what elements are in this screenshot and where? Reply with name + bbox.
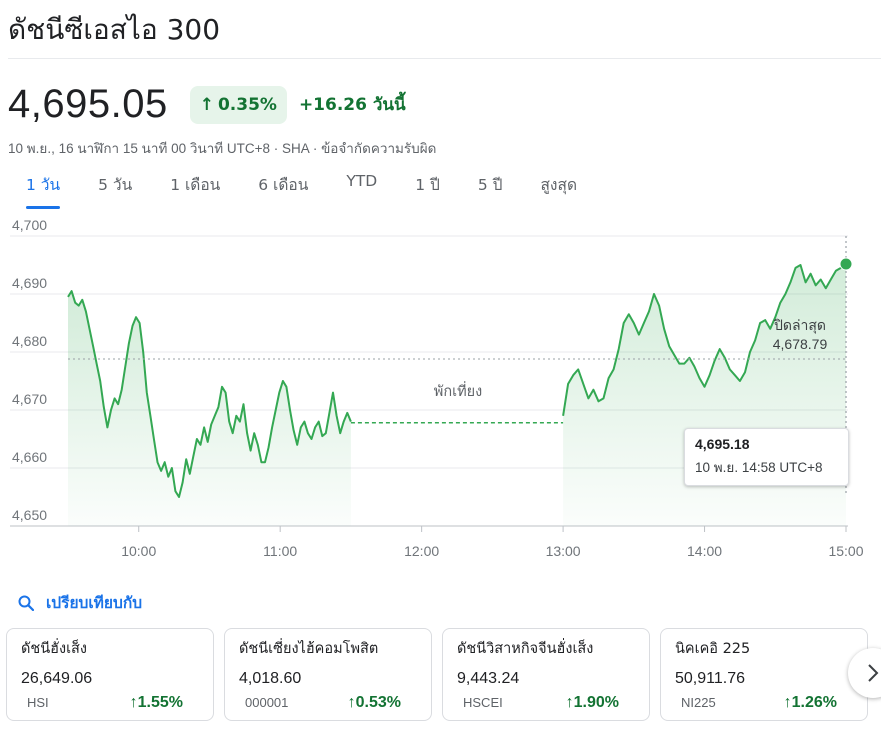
chevron-right-icon <box>868 664 879 682</box>
related-indices: ดัชนีฮั่งเส็ง 26,649.06 HSI ↑1.55% ดัชนี… <box>6 628 878 721</box>
index-value: 9,443.24 <box>457 670 520 687</box>
change-today: +16.26 วันนี้ <box>298 95 406 115</box>
x-tick-label: 15:00 <box>828 543 863 559</box>
x-tick-label: 12:00 <box>404 543 439 559</box>
morning-series-line <box>67 290 352 498</box>
index-value: 4,018.60 <box>239 670 302 687</box>
index-name: ดัชนีเซี่ยงไฮ้คอมโพสิต <box>239 641 379 657</box>
afternoon-series-line <box>562 263 847 416</box>
price-chart[interactable]: 4,650 4,660 4,670 4,680 4,690 4,700 10:00 11:00… <box>0 220 881 570</box>
current-price: 4,695.05 <box>8 82 168 126</box>
index-card[interactable]: ดัชนีวิสาหกิจจีนฮั่งเส็ง 9,443.24 HSCEI … <box>442 628 650 721</box>
x-tick-label: 13:00 <box>546 543 581 559</box>
page-title: ดัชนีซีเอสไอ 300 <box>8 13 221 46</box>
range-tabs: 1 วัน 5 วัน 1 เดือน 6 เดือน YTD 1 ปี 5 ป… <box>8 172 596 209</box>
index-change: ↑1.90% <box>566 694 619 712</box>
divider <box>8 58 881 59</box>
index-symbol: HSI <box>27 695 49 710</box>
index-symbol: 000001 <box>245 695 289 710</box>
previous-close-label: ปิดล่าสุด <box>773 317 826 334</box>
index-symbol: HSCEI <box>463 695 503 710</box>
hover-tooltip: 4,695.18 10 พ.ย. 14:58 UTC+8 <box>684 428 849 486</box>
previous-close-value: 4,678.79 <box>773 336 828 352</box>
tooltip-time: 10 พ.ย. 14:58 UTC+8 <box>695 460 823 475</box>
morning-series-area <box>68 291 351 526</box>
afternoon-series-area <box>563 264 846 526</box>
index-name: ดัชนีฮั่งเส็ง <box>21 641 87 657</box>
x-tick-label: 14:00 <box>687 543 722 559</box>
tab-6-month[interactable]: 6 เดือน <box>258 176 309 194</box>
index-value: 26,649.06 <box>21 670 93 687</box>
index-value: 50,911.76 <box>675 670 745 687</box>
y-tick-label: 4,660 <box>12 449 47 465</box>
tab-5-day[interactable]: 5 วัน <box>98 176 133 194</box>
tooltip-value: 4,695.18 <box>695 436 750 452</box>
tab-1-month[interactable]: 1 เดือน <box>170 176 221 194</box>
arrow-up-icon: ↑ <box>565 694 574 711</box>
tab-1-year[interactable]: 1 ปี <box>415 176 440 194</box>
index-card[interactable]: นิคเคอิ 225 50,911.76 NI225 ↑1.26% <box>660 628 868 721</box>
lunch-break-label: พักเที่ยง <box>434 381 482 400</box>
index-card[interactable]: ดัชนีเซี่ยงไฮ้คอมโพสิต 4,018.60 000001 ↑… <box>224 628 432 721</box>
index-change: ↑1.55% <box>130 694 183 712</box>
change-percent: 0.35% <box>217 94 277 115</box>
y-tick-label: 4,650 <box>12 507 47 523</box>
x-tick-label: 10:00 <box>121 543 156 559</box>
quote-row: 4,695.05 ↑ 0.35% +16.26 วันนี้ <box>8 82 406 127</box>
compare-button[interactable]: เปรียบเทียบกับ <box>18 590 142 615</box>
index-card[interactable]: ดัชนีฮั่งเส็ง 26,649.06 HSI ↑1.55% <box>6 628 214 721</box>
arrow-up-icon: ↑ <box>199 94 214 115</box>
cards-next-button[interactable] <box>848 648 881 698</box>
index-change-value: 1.55% <box>137 694 183 711</box>
index-name: ดัชนีวิสาหกิจจีนฮั่งเส็ง <box>457 641 594 657</box>
arrow-up-icon: ↑ <box>783 694 792 711</box>
x-tick-label: 11:00 <box>263 543 297 559</box>
index-change-value: 0.53% <box>355 694 401 711</box>
change-percent-badge: ↑ 0.35% <box>189 85 287 124</box>
index-change-value: 1.26% <box>791 694 837 711</box>
search-icon <box>18 595 34 611</box>
tab-1-day[interactable]: 1 วัน <box>8 172 79 209</box>
tab-ytd[interactable]: YTD <box>346 172 378 190</box>
compare-label: เปรียบเทียบกับ <box>46 594 143 612</box>
index-change: ↑1.26% <box>784 694 837 712</box>
arrow-up-icon: ↑ <box>129 694 138 711</box>
tab-max[interactable]: สูงสุด <box>540 176 578 194</box>
y-tick-label: 4,700 <box>12 220 47 233</box>
index-symbol: NI225 <box>681 695 716 710</box>
last-point-marker <box>839 257 853 271</box>
index-name: นิคเคอิ 225 <box>675 641 751 657</box>
quote-meta[interactable]: 10 พ.ย., 16 นาฬิกา 15 นาที 00 วินาที UTC… <box>8 141 437 156</box>
arrow-up-icon: ↑ <box>347 694 356 711</box>
y-tick-label: 4,690 <box>12 275 47 291</box>
tab-5-year[interactable]: 5 ปี <box>477 176 503 194</box>
y-tick-label: 4,680 <box>12 333 47 349</box>
y-tick-label: 4,670 <box>12 391 47 407</box>
index-change-value: 1.90% <box>573 694 619 711</box>
index-change: ↑0.53% <box>348 694 401 712</box>
